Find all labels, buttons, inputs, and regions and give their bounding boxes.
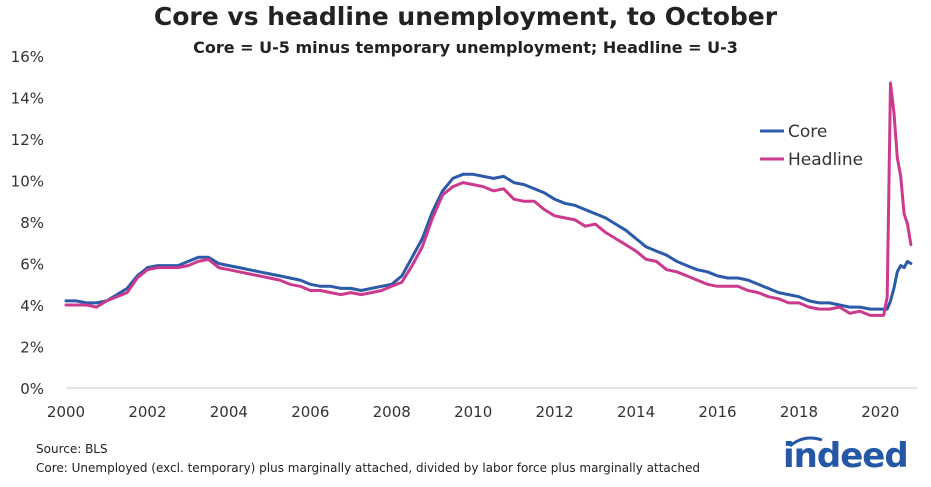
- y-tick-label: 6%: [20, 256, 44, 274]
- y-tick-label: 14%: [11, 90, 44, 108]
- x-tick-label: 2018: [780, 403, 818, 421]
- y-tick-label: 16%: [11, 48, 44, 66]
- indeed-logo-arc: [789, 436, 823, 448]
- x-tick-label: 2008: [373, 403, 411, 421]
- x-tick-label: 2012: [536, 403, 574, 421]
- chart-subtitle: Core = U-5 minus temporary unemployment;…: [193, 38, 738, 57]
- x-tick-label: 2004: [210, 403, 248, 421]
- legend-label-headline: Headline: [788, 150, 863, 170]
- x-tick-label: 2014: [617, 403, 655, 421]
- chart-title: Core vs headline unemployment, to Octobe…: [153, 2, 778, 31]
- series-line-headline: [64, 81, 913, 317]
- y-tick-label: 12%: [11, 131, 44, 149]
- x-tick-label: 2020: [861, 403, 899, 421]
- legend-label-core: Core: [788, 122, 827, 142]
- series-line-core: [64, 172, 913, 311]
- y-tick-label: 2%: [20, 339, 44, 357]
- y-tick-label: 10%: [11, 173, 44, 191]
- y-tick-label: 0%: [20, 380, 44, 398]
- x-tick-label: 2002: [128, 403, 166, 421]
- y-tick-label: 8%: [20, 214, 44, 232]
- x-tick-label: 2016: [698, 403, 736, 421]
- source-note: Source: BLS: [36, 442, 108, 456]
- indeed-logo: indeed: [783, 436, 909, 476]
- y-tick-label: 4%: [20, 297, 44, 315]
- x-tick-label: 2010: [454, 403, 492, 421]
- x-tick-label: 2006: [291, 403, 329, 421]
- x-tick-label: 2000: [47, 403, 85, 421]
- footnote: Core: Unemployed (excl. temporary) plus …: [36, 461, 700, 475]
